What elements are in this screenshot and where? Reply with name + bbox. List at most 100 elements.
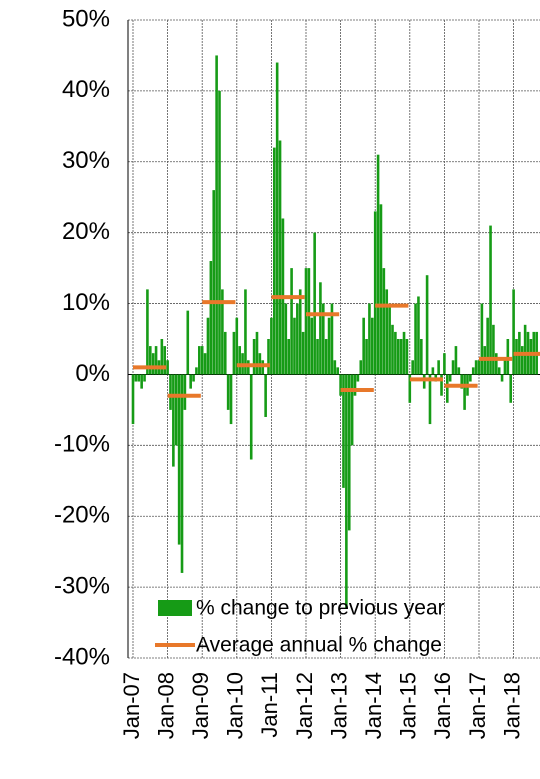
bar <box>252 339 256 375</box>
bar <box>359 360 363 375</box>
x-tick-label: Jan-11 <box>257 672 282 738</box>
bar <box>394 331 397 375</box>
bar <box>200 346 204 375</box>
bar <box>356 374 360 382</box>
bar <box>396 339 400 375</box>
bar <box>474 360 478 375</box>
y-tick-label: -30% <box>54 572 110 599</box>
bar <box>212 190 216 375</box>
x-tick-label: Jan-13 <box>326 672 351 739</box>
bar <box>218 90 221 375</box>
y-tick-label: 20% <box>62 218 110 245</box>
x-tick-label: Jan-09 <box>188 672 213 739</box>
bar <box>382 268 386 375</box>
bar <box>330 303 334 375</box>
bar <box>290 268 293 375</box>
bar <box>146 289 149 375</box>
bar <box>160 339 164 375</box>
bar <box>414 303 417 375</box>
bar <box>480 303 484 375</box>
bar <box>422 374 426 389</box>
x-tick-label: Jan-08 <box>153 672 178 739</box>
bar <box>189 374 192 389</box>
bar <box>174 374 178 446</box>
bar <box>440 374 443 396</box>
bar <box>316 339 319 375</box>
x-tick-label: Jan-07 <box>119 672 144 739</box>
bar <box>270 317 273 375</box>
bar <box>275 62 279 375</box>
x-tick-label: Jan-10 <box>223 672 248 739</box>
legend-label: % change to previous year <box>196 597 445 620</box>
bar <box>166 360 169 375</box>
bar <box>443 353 446 375</box>
bar <box>523 324 527 375</box>
bar <box>365 339 368 375</box>
bar <box>520 346 524 375</box>
bar <box>296 303 299 375</box>
bar <box>428 374 432 425</box>
bar <box>293 317 296 375</box>
bar <box>235 317 239 375</box>
bar <box>131 374 135 425</box>
bar <box>304 268 308 375</box>
bar <box>512 289 515 375</box>
bar <box>264 374 267 417</box>
bar <box>267 339 270 375</box>
bar <box>457 367 461 375</box>
x-tick-label: Jan-12 <box>292 672 317 739</box>
bar <box>206 317 210 375</box>
bar <box>477 360 481 375</box>
bar <box>310 317 314 375</box>
bar <box>287 339 290 375</box>
bar <box>198 346 201 375</box>
bar <box>405 339 409 375</box>
bar <box>137 374 141 382</box>
bar <box>342 374 345 488</box>
bar <box>368 303 371 375</box>
bar <box>229 374 233 425</box>
y-tick-label: -20% <box>54 502 110 529</box>
bar <box>203 353 207 375</box>
bar <box>183 374 187 410</box>
bar <box>417 296 420 375</box>
y-tick-label: 40% <box>62 76 110 103</box>
bar <box>503 360 507 375</box>
bar <box>149 346 152 375</box>
x-tick-label: Jan-16 <box>430 672 455 739</box>
bar <box>319 282 322 375</box>
x-tick-label: Jan-18 <box>499 672 524 739</box>
bar <box>399 339 403 375</box>
x-tick-label: Jan-15 <box>396 672 421 739</box>
bar <box>460 374 463 389</box>
bar <box>509 374 513 403</box>
bar <box>437 360 440 375</box>
bar <box>402 331 406 375</box>
bar <box>506 339 510 375</box>
bar <box>284 303 288 375</box>
bar <box>278 140 282 375</box>
bar <box>186 310 190 375</box>
bar <box>232 331 236 375</box>
bar <box>221 289 224 375</box>
bar <box>180 374 184 573</box>
bar <box>362 317 365 375</box>
bar <box>324 339 328 375</box>
bar <box>451 360 455 375</box>
y-tick-label: 10% <box>62 289 110 316</box>
bar <box>172 374 175 467</box>
bar <box>495 353 498 375</box>
bar <box>492 324 495 375</box>
bar <box>154 346 158 375</box>
bar <box>163 346 167 375</box>
bar <box>388 303 391 375</box>
bar <box>301 331 305 375</box>
bar <box>385 289 389 375</box>
bar <box>272 147 276 375</box>
bar <box>333 360 337 375</box>
bar <box>379 204 383 375</box>
legend-label: Average annual % change <box>196 634 442 657</box>
bar <box>391 324 394 375</box>
bar <box>411 360 414 375</box>
